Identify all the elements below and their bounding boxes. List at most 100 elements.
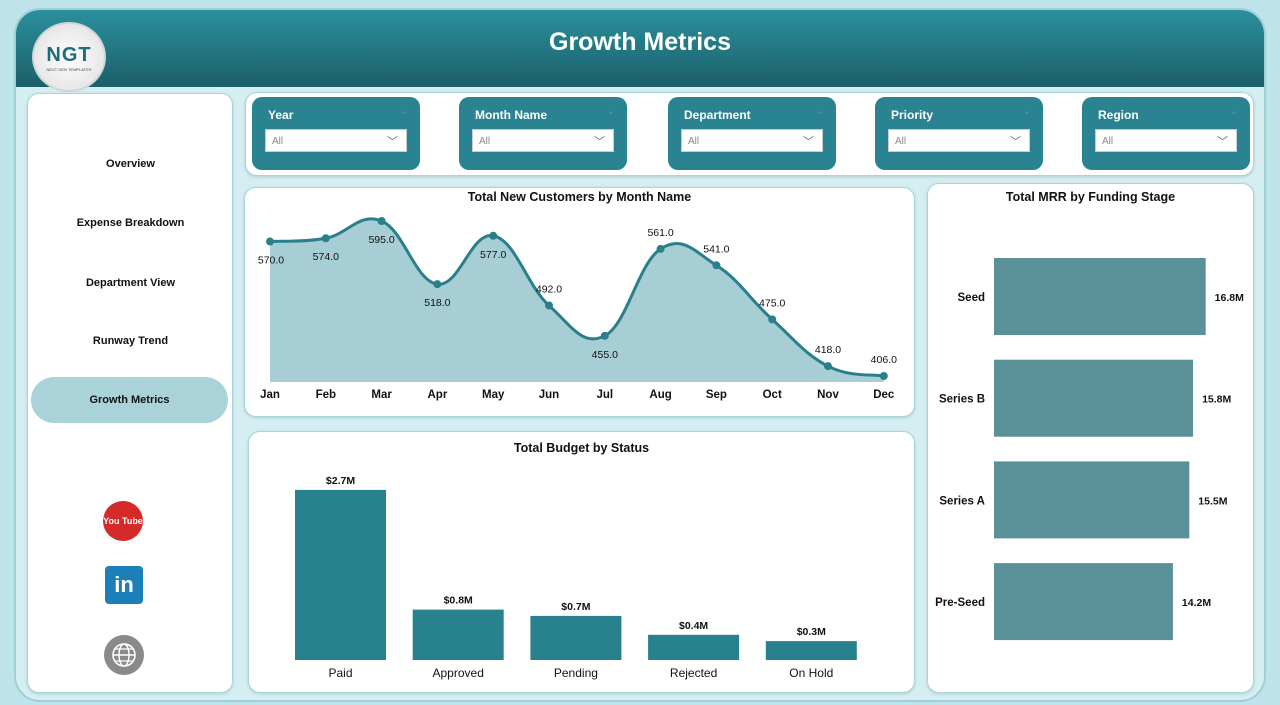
- clear-filter-icon[interactable]: ⌄: [399, 106, 408, 117]
- x-tick-label: Rejected: [670, 666, 717, 680]
- area-fill: [270, 218, 884, 382]
- data-label: $2.7M: [326, 475, 355, 487]
- sidebar-item-runway-trend[interactable]: Runway Trend: [92, 335, 169, 347]
- filter-priority: Priority ⌄ All ﹀: [875, 97, 1043, 170]
- chart-title: Total MRR by Funding Stage: [1005, 190, 1176, 204]
- x-tick-label: On Hold: [789, 666, 833, 680]
- sidebar-item-growth-metrics[interactable]: Growth Metrics: [31, 377, 228, 423]
- clear-filter-icon[interactable]: ⌄: [815, 106, 824, 117]
- data-label: 418.0: [815, 344, 841, 356]
- filter-label: Year: [268, 108, 294, 122]
- page-title: Growth Metrics: [549, 28, 731, 56]
- sidebar-item-expense-breakdown[interactable]: Expense Breakdown: [76, 217, 185, 229]
- filter-label: Region: [1098, 108, 1139, 122]
- data-label: 561.0: [647, 227, 673, 239]
- x-tick-label: Apr: [427, 389, 447, 401]
- clear-filter-icon[interactable]: ⌄: [1229, 106, 1238, 117]
- filter-label: Department: [684, 108, 751, 122]
- y-tick-label: Seed: [958, 292, 986, 304]
- chart-title: Total Budget by Status: [513, 441, 650, 455]
- data-point: [656, 244, 665, 253]
- clear-filter-icon[interactable]: ⌄: [1022, 106, 1031, 117]
- data-label: 406.0: [871, 354, 897, 366]
- data-label: 518.0: [424, 297, 450, 309]
- filter-dropdown[interactable]: All ﹀: [1095, 129, 1237, 152]
- clear-filter-icon[interactable]: ⌄: [606, 106, 615, 117]
- data-label: 574.0: [313, 251, 339, 263]
- chevron-down-icon: ﹀: [387, 136, 398, 148]
- sidebar: Overview Expense Breakdown Department Vi…: [27, 93, 233, 693]
- filter-value: All: [895, 136, 907, 147]
- data-label: 570.0: [258, 255, 284, 267]
- data-label: 455.0: [592, 349, 618, 361]
- x-tick-label: Paid: [328, 666, 352, 680]
- logo: NGT NEXT GEN TEMPLATES: [32, 22, 106, 92]
- data-label: 541.0: [703, 243, 729, 255]
- filter-month-name: Month Name ⌄ All ﹀: [459, 97, 627, 170]
- data-label: $0.8M: [444, 595, 473, 607]
- y-tick-label: Series B: [939, 394, 985, 406]
- data-label: 577.0: [480, 249, 506, 261]
- data-point: [768, 315, 777, 324]
- new-customers-chart: Total New Customers by Month Name 570.0 J…: [244, 187, 915, 417]
- web-icon[interactable]: [104, 635, 144, 675]
- filter-value: All: [272, 136, 284, 147]
- filter-dropdown[interactable]: All ﹀: [472, 129, 614, 152]
- data-point: [433, 280, 442, 289]
- bar: [648, 634, 740, 660]
- data-point: [600, 331, 609, 340]
- x-tick-label: Feb: [316, 389, 336, 401]
- filter-year: Year ⌄ All ﹀: [252, 97, 420, 170]
- data-point: [266, 237, 274, 246]
- filter-value: All: [479, 136, 491, 147]
- filter-label: Priority: [891, 108, 934, 122]
- x-tick-label: Approved: [433, 666, 484, 680]
- data-label: 475.0: [759, 297, 785, 309]
- chart-title: Total New Customers by Month Name: [467, 190, 692, 204]
- data-point: [545, 301, 553, 310]
- x-tick-label: Jul: [596, 389, 613, 401]
- y-tick-label: Series A: [939, 495, 985, 507]
- filter-dropdown[interactable]: All ﹀: [888, 129, 1030, 152]
- x-tick-label: Nov: [817, 389, 839, 401]
- x-tick-label: Oct: [763, 389, 782, 401]
- linkedin-icon[interactable]: in: [105, 566, 143, 604]
- data-label: $0.7M: [561, 601, 590, 613]
- x-tick-label: Pending: [554, 666, 598, 680]
- data-point: [712, 261, 721, 270]
- x-tick-label: Jun: [539, 389, 559, 401]
- y-tick-label: Pre-Seed: [935, 597, 985, 609]
- data-point: [824, 362, 832, 371]
- bar: [765, 641, 857, 660]
- data-label: $0.3M: [797, 626, 826, 638]
- bar: [994, 461, 1190, 539]
- data-label: 492.0: [536, 283, 562, 295]
- youtube-icon[interactable]: You Tube: [103, 501, 143, 541]
- data-label: 16.8M: [1215, 292, 1244, 304]
- bar: [530, 615, 622, 660]
- x-tick-label: May: [482, 389, 505, 401]
- chevron-down-icon: ﹀: [594, 136, 605, 148]
- data-point: [489, 231, 498, 240]
- x-tick-label: Dec: [873, 389, 895, 401]
- x-tick-label: Jan: [260, 389, 280, 401]
- x-tick-label: Aug: [649, 389, 671, 401]
- mrr-by-funding-chart: Total MRR by Funding Stage Seed 16.8M Seri…: [927, 183, 1254, 693]
- x-tick-label: Mar: [371, 389, 392, 401]
- bar: [994, 563, 1173, 641]
- header: NGT NEXT GEN TEMPLATES Growth Metrics: [16, 10, 1264, 92]
- data-label: 15.5M: [1198, 495, 1227, 507]
- data-point: [879, 372, 888, 380]
- data-point: [377, 217, 386, 226]
- filter-dropdown[interactable]: All ﹀: [681, 129, 823, 152]
- chevron-down-icon: ﹀: [1217, 136, 1228, 148]
- filter-region: Region ⌄ All ﹀: [1082, 97, 1250, 170]
- sidebar-item-department-view[interactable]: Department View: [85, 277, 176, 289]
- sidebar-item-overview[interactable]: Overview: [106, 158, 155, 170]
- chevron-down-icon: ﹀: [1010, 136, 1021, 148]
- data-label: 15.8M: [1202, 394, 1231, 406]
- bar: [994, 258, 1206, 335]
- data-label: 14.2M: [1182, 597, 1211, 609]
- bar: [295, 489, 386, 660]
- filter-dropdown[interactable]: All ﹀: [265, 129, 407, 152]
